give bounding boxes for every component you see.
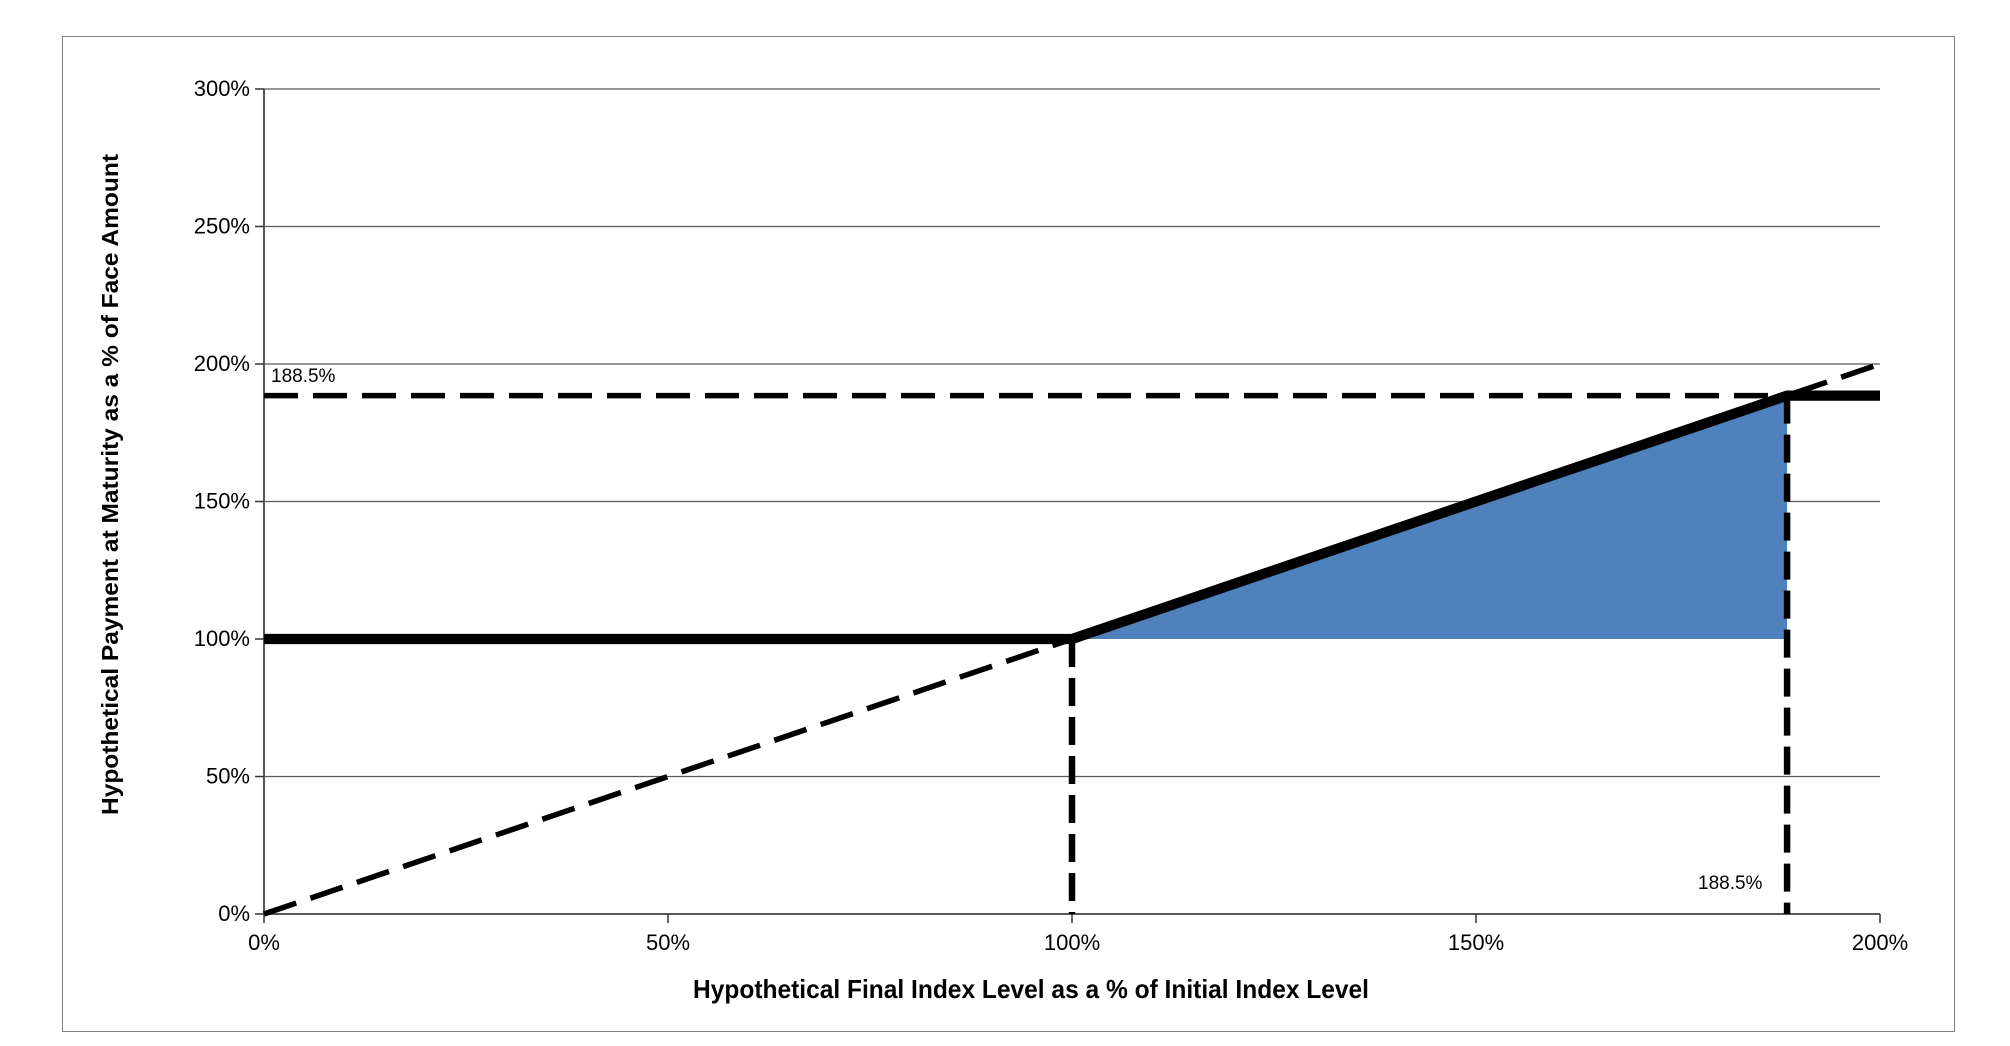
svg-text:300%: 300%	[194, 76, 250, 101]
svg-text:0%: 0%	[218, 901, 250, 926]
svg-text:100%: 100%	[1044, 930, 1100, 955]
svg-text:250%: 250%	[194, 214, 250, 239]
svg-text:200%: 200%	[194, 351, 250, 376]
svg-text:188.5%: 188.5%	[1698, 873, 1763, 894]
svg-text:Hypothetical Payment at Maturi: Hypothetical Payment at Maturity as a % …	[97, 154, 123, 815]
svg-text:50%: 50%	[206, 764, 250, 789]
svg-text:0%: 0%	[248, 930, 280, 955]
svg-text:50%: 50%	[646, 930, 690, 955]
svg-text:150%: 150%	[194, 489, 250, 514]
svg-text:200%: 200%	[1852, 930, 1908, 955]
svg-text:100%: 100%	[194, 626, 250, 651]
svg-text:188.5%: 188.5%	[271, 366, 336, 387]
svg-text:Hypothetical Final Index Level: Hypothetical Final Index Level as a % of…	[693, 974, 1369, 1004]
svg-text:150%: 150%	[1448, 930, 1504, 955]
